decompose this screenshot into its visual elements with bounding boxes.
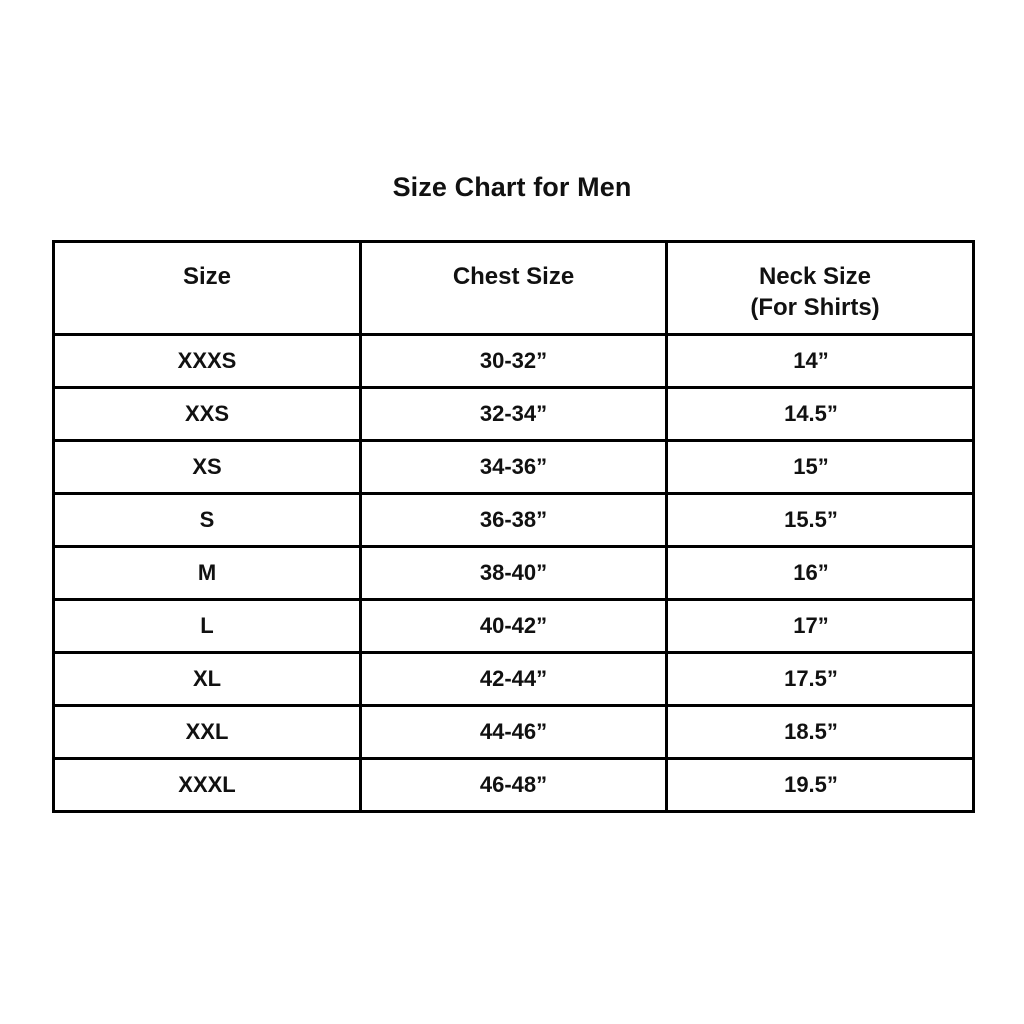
column-header-size: Size [52, 240, 362, 336]
table-row: XXXL 46-48” 19.5” [52, 757, 975, 813]
table-row: S 36-38” 15.5” [52, 492, 975, 548]
cell-chest: 30-32” [359, 333, 668, 389]
table-row: XL 42-44” 17.5” [52, 651, 975, 707]
cell-chest: 36-38” [359, 492, 668, 548]
cell-neck: 16” [665, 545, 975, 601]
cell-size: XL [52, 651, 362, 707]
cell-size: L [52, 598, 362, 654]
cell-neck: 14” [665, 333, 975, 389]
column-header-neck-size: Neck Size (For Shirts) [665, 240, 975, 336]
cell-neck: 17.5” [665, 651, 975, 707]
cell-size: XS [52, 439, 362, 495]
page-title: Size Chart for Men [392, 172, 632, 202]
cell-size: M [52, 545, 362, 601]
table-body: XXXS 30-32” 14” XXS 32-34” 14.5” XS 34-3… [52, 333, 975, 813]
cell-neck: 15.5” [665, 492, 975, 548]
size-chart-table: Size Chest Size Neck Size (For Shirts) X… [52, 240, 975, 813]
cell-neck: 15” [665, 439, 975, 495]
cell-chest: 44-46” [359, 704, 668, 760]
cell-neck: 17” [665, 598, 975, 654]
column-header-chest-size: Chest Size [359, 240, 668, 336]
cell-size: XXS [52, 386, 362, 442]
column-header-size-label: Size [182, 263, 232, 290]
table-row: M 38-40” 16” [52, 545, 975, 601]
column-header-neck-size-label: Neck Size [758, 263, 872, 290]
table-header-row: Size Chest Size Neck Size (For Shirts) [52, 240, 975, 336]
table-row: XXXS 30-32” 14” [52, 333, 975, 389]
cell-size: XXXL [52, 757, 362, 813]
cell-neck: 14.5” [665, 386, 975, 442]
cell-neck: 18.5” [665, 704, 975, 760]
cell-chest: 32-34” [359, 386, 668, 442]
table-row: XXL 44-46” 18.5” [52, 704, 975, 760]
cell-size: XXL [52, 704, 362, 760]
table-row: XS 34-36” 15” [52, 439, 975, 495]
table-row: XXS 32-34” 14.5” [52, 386, 975, 442]
column-header-chest-size-label: Chest Size [452, 263, 575, 290]
cell-chest: 38-40” [359, 545, 668, 601]
cell-chest: 40-42” [359, 598, 668, 654]
cell-chest: 34-36” [359, 439, 668, 495]
cell-chest: 42-44” [359, 651, 668, 707]
table-header: Size Chest Size Neck Size (For Shirts) [52, 240, 975, 336]
cell-size: S [52, 492, 362, 548]
column-header-neck-size-sublabel: (For Shirts) [750, 294, 880, 321]
cell-chest: 46-48” [359, 757, 668, 813]
cell-size: XXXS [52, 333, 362, 389]
cell-neck: 19.5” [665, 757, 975, 813]
table-row: L 40-42” 17” [52, 598, 975, 654]
